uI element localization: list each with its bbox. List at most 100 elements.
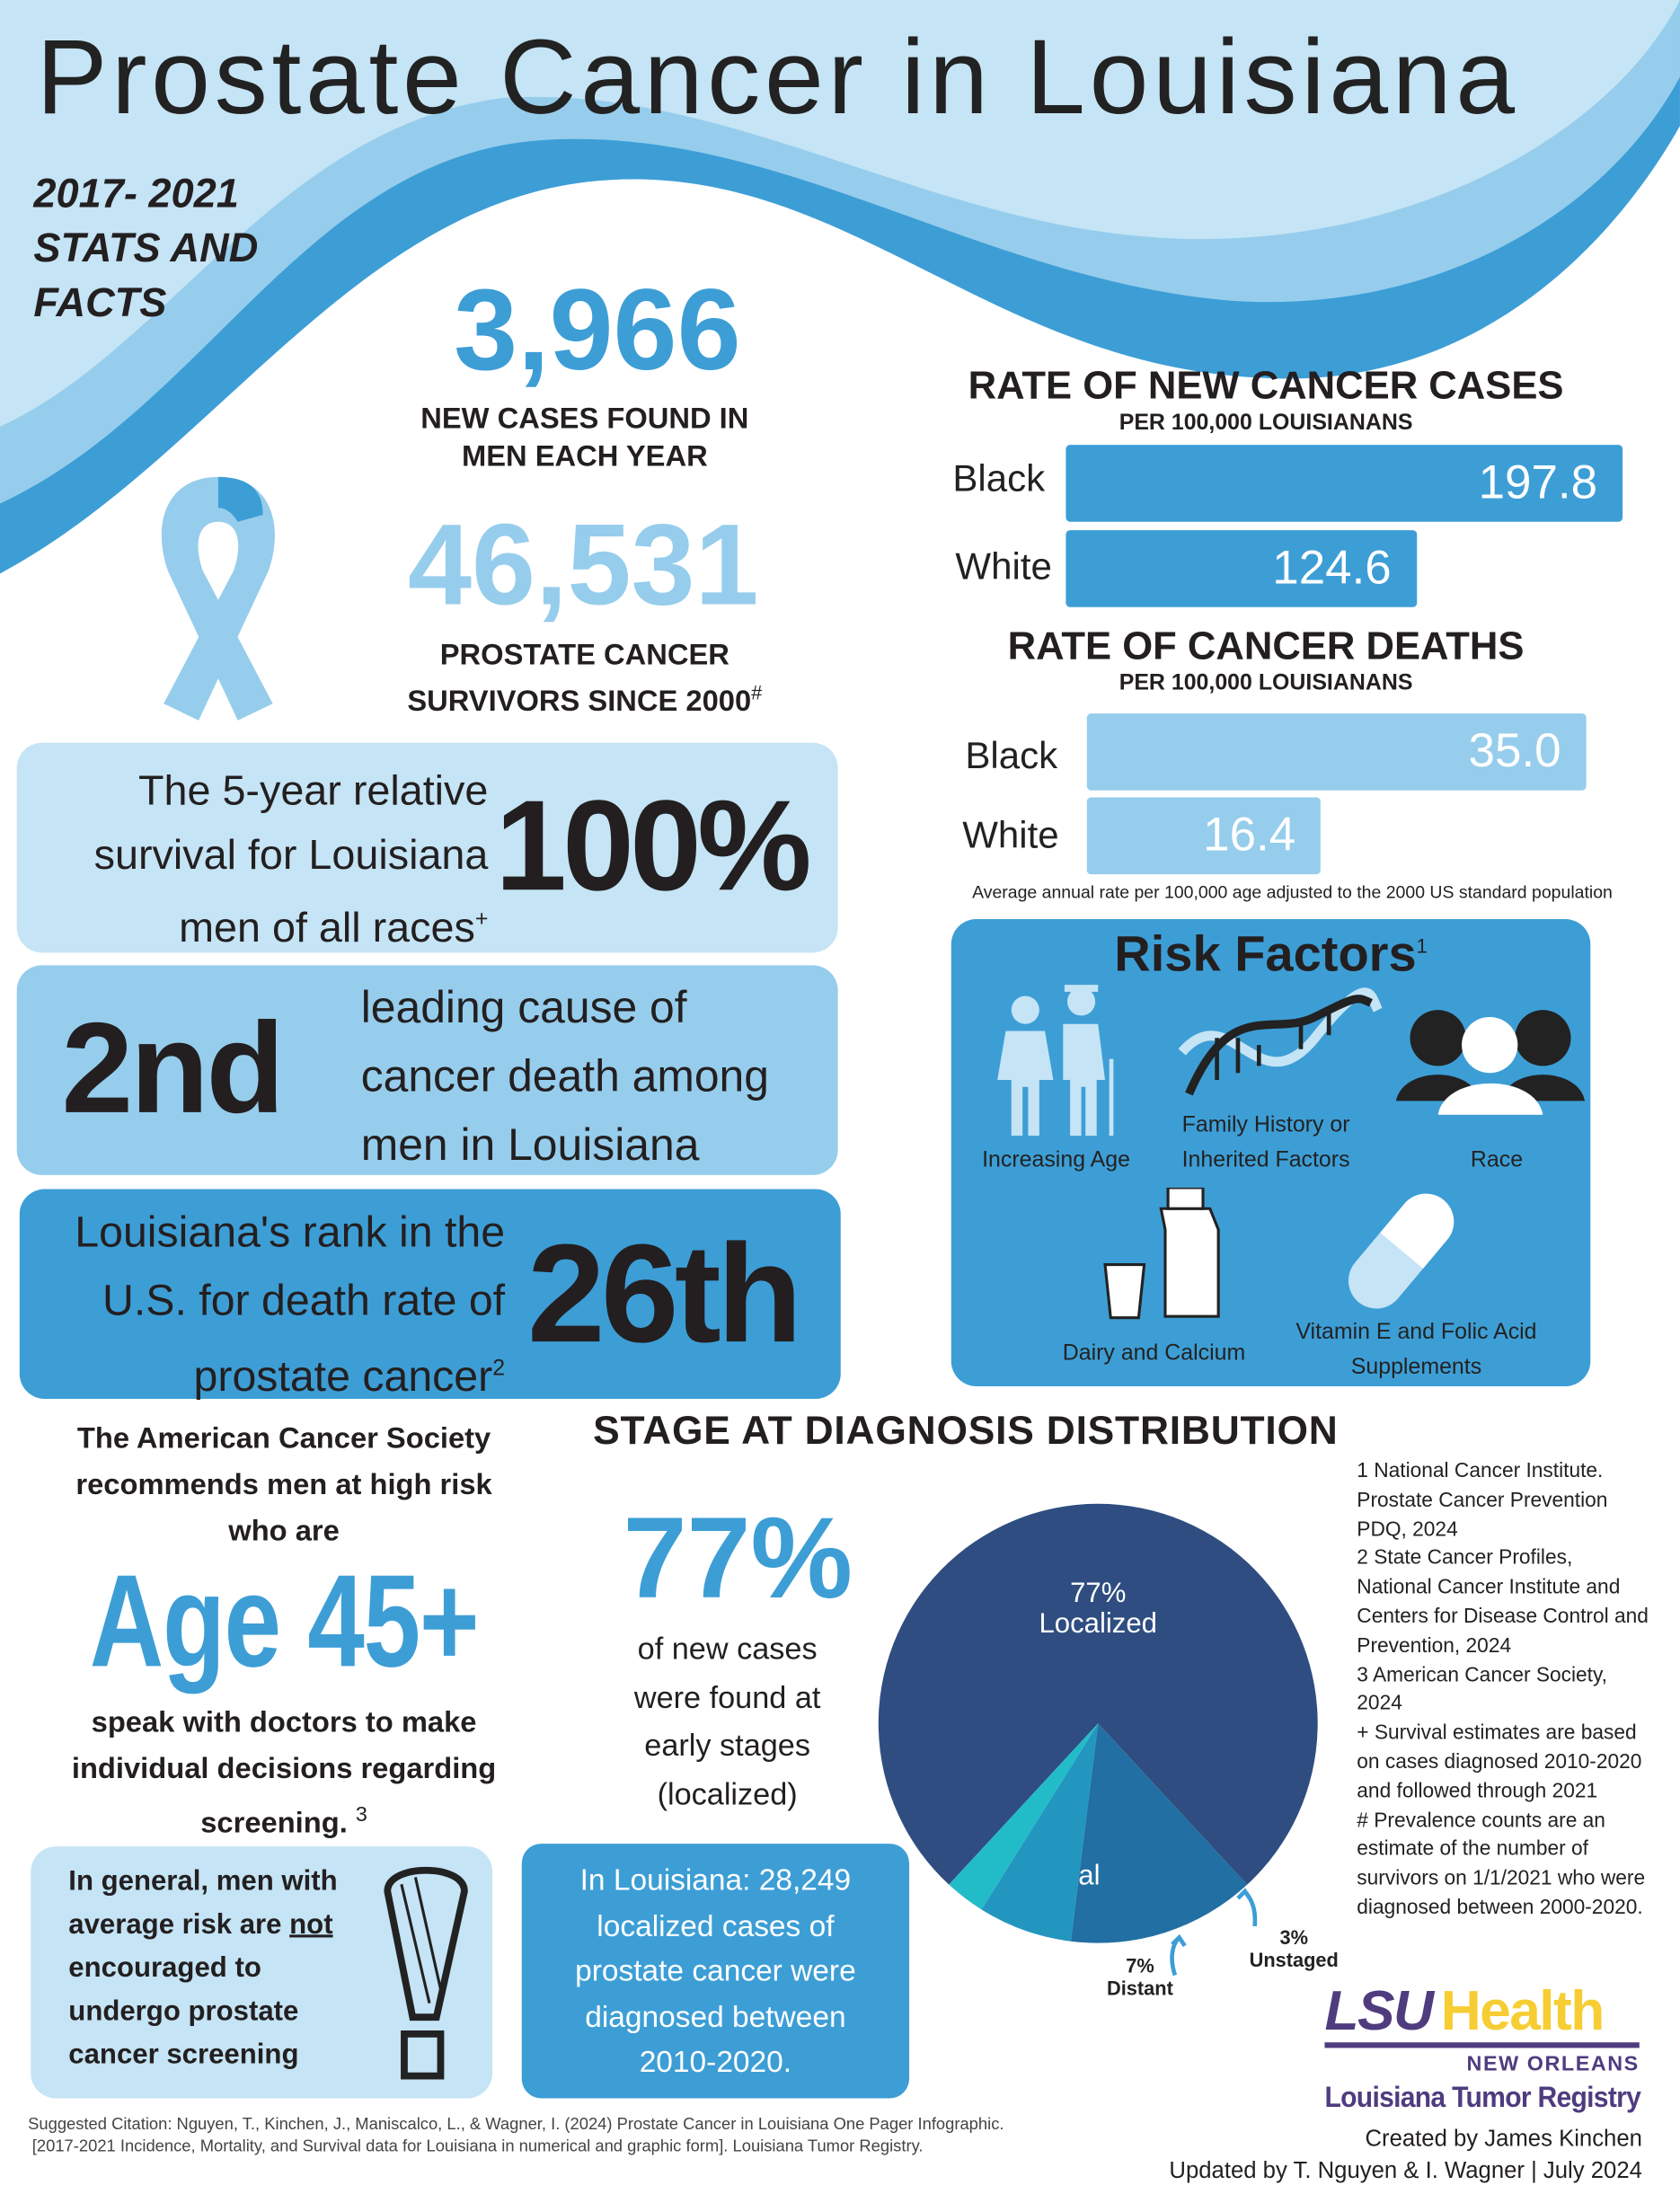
label-line: PROSTATE CANCER (439, 639, 729, 672)
citation-line: [2017-2021 Incidence, Mortality, and Sur… (31, 2136, 924, 2156)
text-line: localized cases of (597, 1908, 835, 1942)
pie-slice-distant (981, 1723, 1099, 1942)
leading-text: leading cause of cancer death among men … (361, 974, 769, 1180)
pill-icon (1348, 1193, 1455, 1309)
stage-title: STAGE AT DIAGNOSIS DISTRIBUTION (593, 1408, 1339, 1454)
arrow-icon-distant (1170, 1933, 1187, 1977)
text-line: 2010-2020. (639, 2045, 792, 2079)
text-line: of new cases (637, 1631, 818, 1667)
text-line: average risk are (68, 1909, 282, 1941)
dna-icon (1178, 987, 1383, 1096)
references: 1 National Cancer Institute. Prostate Ca… (1357, 1457, 1650, 1923)
bar-death-black: 35.0 (1086, 713, 1587, 791)
localized-cases-panel: In Louisiana: 28,249 localized cases of … (521, 1844, 910, 2099)
reference-item: 2 State Cancer Profiles, National Cancer… (1357, 1547, 1649, 1658)
citation: Suggested Citation: Nguyen, T., Kinchen,… (28, 2112, 1004, 2157)
text-line: early stages (644, 1727, 810, 1763)
rank-value: 26th (526, 1216, 802, 1373)
reference-item: # Prevalence counts are an estimate of t… (1357, 1809, 1646, 1920)
text-line: prostate cancer (193, 1351, 493, 1402)
risk-label: Increasing Age (982, 1148, 1130, 1172)
text-line: recommends men at high risk (75, 1468, 492, 1501)
rank-text: Louisiana's rank in the U.S. for death r… (75, 1198, 505, 1411)
stage-pie-chart: 77%Localized14%Regional7%Distant3%Unstag… (878, 1503, 1339, 1999)
text-line: Louisiana's rank in the (75, 1207, 506, 1257)
rank-panel: Louisiana's rank in the U.S. for death r… (19, 1189, 841, 1401)
text-line: were found at (633, 1679, 821, 1715)
risk-factors-panel: Risk Factors1 Increasing Age Family Hist… (951, 918, 1591, 1386)
footnote-mark: 1 (1416, 934, 1428, 957)
awareness-ribbon-icon (161, 476, 275, 721)
label-line: NEW CASES FOUND IN (420, 403, 749, 436)
risk-title-text: Risk Factors (1114, 924, 1417, 983)
exclamation-icon (384, 1866, 468, 2080)
survival-value: 100% (495, 774, 811, 918)
bar-label: Black (965, 734, 1058, 777)
bar-label: Black (952, 457, 1046, 500)
survival-text: The 5-year relative survival for Louisia… (94, 759, 489, 960)
new-cases-value: 3,966 (454, 267, 741, 395)
risk-label: Vitamin E and Folic Acid Supplements (1295, 1320, 1537, 1380)
death-rate-subtitle: PER 100,000 LOUISIANANS (1119, 671, 1413, 695)
text-line: In general, men with (68, 1866, 338, 1898)
bar-new-white: 124.6 (1065, 530, 1417, 607)
survivors-label: PROSTATE CANCER SURVIVORS SINCE 2000# (361, 636, 809, 720)
death-rate-title: RATE OF CANCER DEATHS (1007, 624, 1525, 668)
elderly-couple-icon (997, 985, 1114, 1137)
text-line: U.S. for death rate of (102, 1275, 506, 1325)
bar-new-black: 197.8 (1065, 445, 1623, 522)
page-title: Prostate Cancer in Louisiana (36, 18, 1519, 137)
acs-outro: speak with doctors to make individual de… (18, 1700, 550, 1846)
acs-intro: The American Cancer Society recommends m… (32, 1416, 536, 1554)
subtitle-line: FACTS (33, 280, 167, 326)
average-risk-panel: In general, men with average risk are no… (31, 1846, 493, 2099)
text-line: encouraged to (68, 1952, 261, 1984)
subtitle-line: STATS AND (33, 226, 259, 272)
text-line: cancer death among (360, 1050, 769, 1101)
reference-item: 1 National Cancer Institute. Prostate Ca… (1357, 1460, 1608, 1542)
pie-label-distant: 7% Distant (1107, 1954, 1173, 1999)
new-cases-label: NEW CASES FOUND IN MEN EACH YEAR (361, 400, 809, 475)
text-line: survival for Louisiana (93, 832, 489, 879)
text-line: diagnosed between (585, 1999, 846, 2034)
emphasis-not: not (289, 1909, 333, 1941)
people-icon (1395, 1010, 1586, 1115)
risk-label: Race (1470, 1148, 1524, 1172)
label-line: SURVIVORS SINCE 2000 (407, 685, 752, 718)
text-line: men of all races (179, 905, 475, 951)
age-recommendation: Age 45+ (89, 1547, 480, 1694)
label-line: MEN EACH YEAR (461, 440, 708, 473)
text-line: cancer screening (68, 2039, 299, 2071)
credit-line: Updated by T. Nguyen & I. Wagner | July … (1169, 2158, 1642, 2184)
logo-registry: Louisiana Tumor Registry (1324, 2081, 1641, 2114)
pie-slice-localized (878, 1503, 1318, 1885)
reference-item: 3 American Cancer Society, 2024 (1357, 1664, 1607, 1716)
logo-city: NEW ORLEANS (1466, 2052, 1640, 2076)
text-line: In Louisiana: 28,249 (579, 1862, 852, 1898)
text-line: undergo prostate (68, 1995, 299, 2028)
lsu-health-logo: LSU Health NEW ORLEANS Louisiana Tumor Re… (1324, 1980, 1641, 2115)
pie-label-unstaged: 3% Unstaged (1250, 1926, 1339, 1971)
new-rate-subtitle: PER 100,000 LOUISIANANS (1119, 411, 1413, 436)
risk-title: Risk Factors1 (951, 924, 1591, 983)
bar-death-white: 16.4 (1086, 797, 1322, 875)
text-line: individual decisions regarding (71, 1752, 497, 1785)
text-line: prostate cancer were (575, 1954, 856, 1988)
subtitle-line: 2017- 2021 (33, 172, 239, 217)
milk-icon (1103, 1187, 1220, 1320)
text-line: screening. (200, 1807, 348, 1840)
rate-footnote: Average annual rate per 100,000 age adju… (972, 882, 1613, 903)
average-risk-text: In general, men with average risk are no… (68, 1861, 337, 2077)
footnote-mark: 2 (492, 1357, 506, 1381)
text-line: (localized) (657, 1775, 798, 1811)
text-line: The 5-year relative (137, 767, 489, 815)
text-line: men in Louisiana (360, 1119, 700, 1170)
bar-label: White (962, 814, 1059, 856)
stage-text: of new cases were found at early stages … (588, 1625, 867, 1818)
pie-slice-regional (1070, 1723, 1248, 1943)
pie-slice-unstaged (949, 1723, 1099, 1910)
pie-label-localized: 77% Localized (1039, 1577, 1157, 1639)
arrow-icon-unstaged (1236, 1888, 1258, 1927)
logo-health: Health (1440, 1980, 1605, 2043)
survival-panel: The 5-year relative survival for Louisia… (16, 742, 838, 953)
